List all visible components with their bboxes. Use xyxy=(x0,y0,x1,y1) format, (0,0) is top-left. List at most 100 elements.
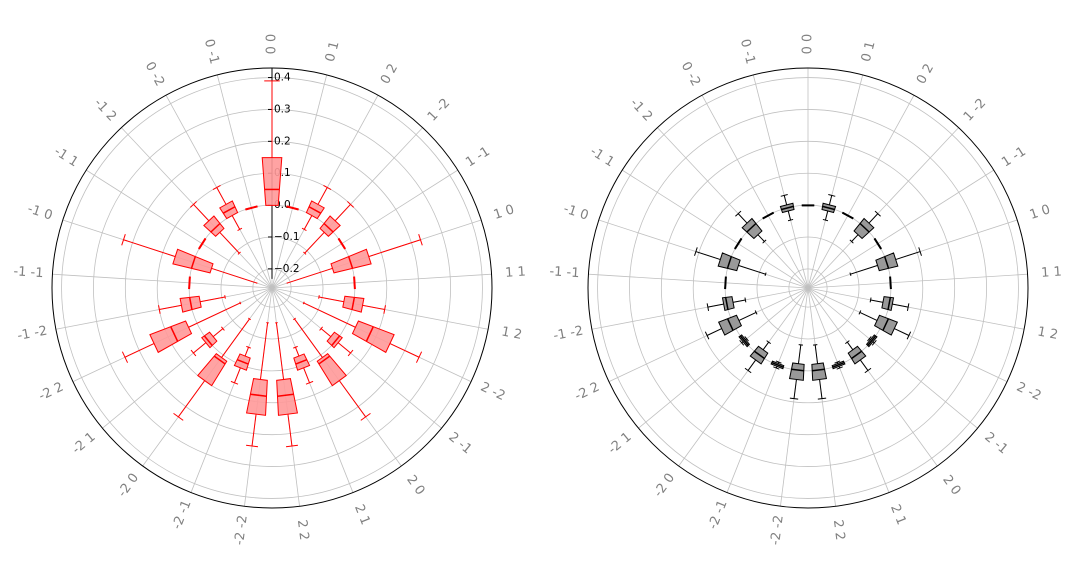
angle-tick-label: 2 0 xyxy=(939,473,963,499)
boxplot-0_1 xyxy=(821,194,837,222)
whisker-cap xyxy=(764,272,767,276)
whisker-cap xyxy=(319,326,324,331)
boxplot--2_-1 xyxy=(770,360,785,370)
angle-tick-label: -1 1 xyxy=(51,144,80,170)
box xyxy=(330,248,372,274)
median-line xyxy=(771,361,784,368)
box xyxy=(811,362,828,381)
boxplot-0_-1 xyxy=(245,205,258,211)
median-line xyxy=(351,297,356,310)
angular-gridline xyxy=(190,287,273,493)
angle-tick-label: -1 -2 xyxy=(552,324,584,344)
angular-gridline xyxy=(807,287,1025,330)
whisker xyxy=(219,231,240,254)
whisker-cap xyxy=(415,351,423,363)
whisker xyxy=(859,311,878,322)
boxplot--1_0 xyxy=(121,234,258,284)
angle-tick-label: 1 1 xyxy=(505,265,527,281)
angle-tick-label: 0 0 xyxy=(801,34,816,55)
whisker xyxy=(304,231,325,254)
whisker xyxy=(362,304,385,310)
whisker xyxy=(870,299,884,303)
boxplot--2_1 xyxy=(190,326,225,357)
whisker-cap xyxy=(323,184,332,190)
whisker-cap xyxy=(158,305,161,314)
boxplot-0_1 xyxy=(286,205,299,211)
boxplot--1_2 xyxy=(735,210,767,244)
angular-gridline xyxy=(807,287,938,467)
boxplot-1_-2 xyxy=(849,210,881,244)
whisker-cap xyxy=(302,301,305,305)
whisker-cap xyxy=(224,295,226,299)
whisker xyxy=(868,213,879,224)
angle-tick-label: 0 1 xyxy=(323,40,343,64)
boxplot--2_-2 xyxy=(245,322,269,448)
boxplot-1_-1 xyxy=(337,237,346,250)
angle-tick-label: 2 -1 xyxy=(981,430,1010,458)
boxplot-2_2 xyxy=(275,322,299,448)
angle-tick-label: -1 -1 xyxy=(13,264,44,281)
angle-tick-label: 0 1 xyxy=(859,40,879,64)
whisker xyxy=(212,328,224,338)
whisker-cap xyxy=(237,227,243,232)
angle-tick-label: 2 -2 xyxy=(1014,380,1043,404)
whisker xyxy=(707,303,724,308)
angular-gridline xyxy=(807,127,959,289)
whisker xyxy=(303,367,311,384)
angle-tick-label: -2 -1 xyxy=(170,498,195,531)
whisker-cap xyxy=(190,201,197,208)
angular-gridline xyxy=(588,273,809,289)
whisker xyxy=(846,341,854,351)
whisker-cap xyxy=(789,397,799,400)
median-line xyxy=(859,222,870,233)
angle-tick-label: 0 0 xyxy=(265,34,280,55)
median-line xyxy=(889,276,892,290)
whisker-cap xyxy=(874,210,881,217)
boxplot-2_0 xyxy=(845,340,872,374)
median-line xyxy=(170,326,179,342)
angular-gridline xyxy=(271,287,354,493)
box xyxy=(316,352,347,387)
whisker xyxy=(368,239,421,257)
whisker-cap xyxy=(845,340,850,345)
median-line xyxy=(331,335,341,346)
median-line xyxy=(236,359,249,365)
whisker xyxy=(334,203,351,221)
boxplot-0_2 xyxy=(841,211,854,220)
whisker-cap xyxy=(849,239,854,244)
boxplot--2_2 xyxy=(704,310,758,340)
box xyxy=(853,217,875,240)
boxplot--1_-1 xyxy=(724,276,727,290)
box xyxy=(172,248,214,274)
angular-gridline xyxy=(807,74,864,289)
median-line xyxy=(832,361,845,368)
polar-frame xyxy=(587,67,1029,509)
whisker xyxy=(738,311,757,322)
median-line xyxy=(245,205,258,211)
whisker-cap xyxy=(762,239,767,244)
whisker-cap xyxy=(318,295,320,299)
boxplot-2_2 xyxy=(811,344,828,400)
boxplot-2_-2 xyxy=(858,310,912,340)
whisker-cap xyxy=(798,344,804,346)
angle-tick-label: -2 0 xyxy=(115,471,142,500)
boxplot-1_1 xyxy=(889,276,892,290)
angle-tick-label: 2 0 xyxy=(403,473,427,499)
whisker-cap xyxy=(739,340,745,346)
boxplot-1_0 xyxy=(286,234,423,284)
boxplot--1_-2 xyxy=(706,296,747,312)
angular-gridline xyxy=(86,169,273,289)
median-line xyxy=(286,205,299,211)
angular-gridline xyxy=(638,287,809,429)
angle-tick-label: 1 -2 xyxy=(425,96,453,125)
angular-gridline xyxy=(807,169,994,289)
boxplot-1_2 xyxy=(869,296,910,312)
whisker xyxy=(737,213,748,224)
whisker-cap xyxy=(694,247,698,256)
whisker-cap xyxy=(706,303,710,311)
boxplot--2_-1 xyxy=(230,345,251,385)
angular-gridline xyxy=(271,169,458,289)
whisker xyxy=(193,342,206,354)
whisker-cap xyxy=(744,367,752,374)
